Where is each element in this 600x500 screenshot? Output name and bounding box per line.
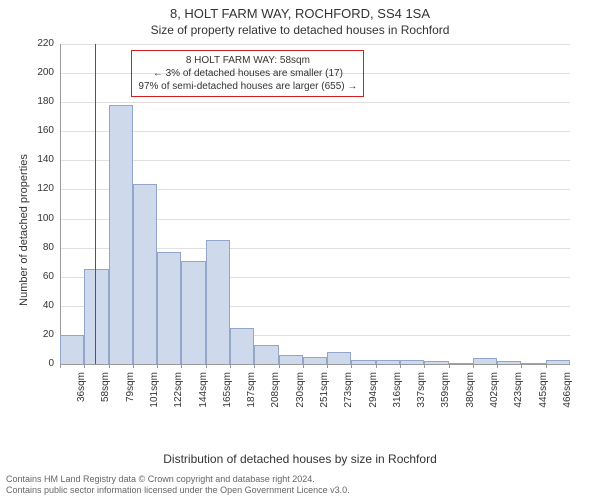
x-axis-title: Distribution of detached houses by size … [0, 452, 600, 466]
histogram-bar [206, 240, 230, 364]
x-tick [254, 364, 255, 368]
histogram-bar [473, 358, 497, 364]
histogram-bar [449, 363, 473, 364]
x-tick-label: 337sqm [416, 372, 427, 432]
y-tick-label: 60 [24, 271, 54, 282]
x-tick [133, 364, 134, 368]
x-tick [449, 364, 450, 368]
page-subtitle: Size of property relative to detached ho… [0, 21, 600, 37]
x-tick [206, 364, 207, 368]
marker-line [95, 44, 96, 364]
attribution-text: Contains HM Land Registry data © Crown c… [6, 474, 594, 496]
annotation-line: 8 HOLT FARM WAY: 58sqm [138, 54, 357, 67]
y-tick-label: 160 [24, 125, 54, 136]
histogram-bar [424, 361, 448, 364]
x-tick-label: 101sqm [149, 372, 160, 432]
histogram-bar [521, 363, 545, 364]
y-tick-label: 200 [24, 67, 54, 78]
histogram-bar [400, 360, 424, 364]
annotation-line: 97% of semi-detached houses are larger (… [138, 80, 357, 93]
x-tick-label: 380sqm [465, 372, 476, 432]
histogram-bar [376, 360, 400, 364]
x-tick-label: 402sqm [489, 372, 500, 432]
page-title: 8, HOLT FARM WAY, ROCHFORD, SS4 1SA [0, 0, 600, 21]
attribution-line: Contains public sector information licen… [6, 485, 594, 496]
x-tick-label: 122sqm [173, 372, 184, 432]
histogram-bar [546, 360, 570, 364]
x-tick [473, 364, 474, 368]
y-tick-label: 20 [24, 329, 54, 340]
histogram-bar [327, 352, 351, 364]
x-tick-label: 445sqm [538, 372, 549, 432]
x-tick-label: 359sqm [440, 372, 451, 432]
x-tick-label: 187sqm [246, 372, 257, 432]
x-tick [157, 364, 158, 368]
x-tick-label: 316sqm [392, 372, 403, 432]
y-tick-label: 120 [24, 183, 54, 194]
x-tick [303, 364, 304, 368]
x-tick-label: 251sqm [319, 372, 330, 432]
x-tick-label: 466sqm [562, 372, 573, 432]
x-tick-label: 36sqm [76, 372, 87, 432]
gridline [60, 131, 570, 132]
x-tick [424, 364, 425, 368]
x-tick [521, 364, 522, 368]
y-tick-label: 100 [24, 213, 54, 224]
annotation-box: 8 HOLT FARM WAY: 58sqm← 3% of detached h… [131, 50, 364, 97]
histogram-bar [230, 328, 254, 364]
attribution-line: Contains HM Land Registry data © Crown c… [6, 474, 594, 485]
histogram-bar [60, 335, 84, 364]
gridline [60, 44, 570, 45]
histogram-bar [351, 360, 375, 364]
x-tick-label: 165sqm [222, 372, 233, 432]
x-axis-line [60, 364, 570, 365]
histogram-bar [254, 345, 278, 364]
x-tick [109, 364, 110, 368]
y-tick-label: 220 [24, 38, 54, 49]
x-tick [230, 364, 231, 368]
histogram-bar [303, 357, 327, 364]
x-tick [279, 364, 280, 368]
x-tick-label: 273sqm [343, 372, 354, 432]
y-tick-label: 80 [24, 242, 54, 253]
y-tick-label: 140 [24, 154, 54, 165]
x-tick [351, 364, 352, 368]
annotation-line: ← 3% of detached houses are smaller (17) [138, 67, 357, 80]
histogram-bar [157, 252, 181, 364]
x-tick [327, 364, 328, 368]
chart-area: 02040608010012014016018020022036sqm58sqm… [60, 44, 570, 414]
y-tick-label: 40 [24, 300, 54, 311]
y-axis-line [60, 44, 61, 364]
gridline [60, 102, 570, 103]
x-tick [84, 364, 85, 368]
histogram-bar [109, 105, 133, 364]
x-tick-label: 79sqm [125, 372, 136, 432]
x-tick [497, 364, 498, 368]
x-tick-label: 58sqm [100, 372, 111, 432]
histogram-bar [133, 184, 157, 364]
x-tick-label: 423sqm [513, 372, 524, 432]
x-tick-label: 294sqm [368, 372, 379, 432]
x-tick-label: 144sqm [198, 372, 209, 432]
x-tick-label: 208sqm [270, 372, 281, 432]
histogram-bar [497, 361, 521, 364]
histogram-bar [181, 261, 205, 364]
x-tick [400, 364, 401, 368]
x-tick [181, 364, 182, 368]
y-tick-label: 180 [24, 96, 54, 107]
gridline [60, 160, 570, 161]
x-tick [60, 364, 61, 368]
x-tick [546, 364, 547, 368]
histogram-bar [84, 269, 108, 364]
histogram-bar [279, 355, 303, 364]
x-tick [376, 364, 377, 368]
y-tick-label: 0 [24, 358, 54, 369]
x-tick-label: 230sqm [295, 372, 306, 432]
histogram-plot: 02040608010012014016018020022036sqm58sqm… [60, 44, 570, 414]
